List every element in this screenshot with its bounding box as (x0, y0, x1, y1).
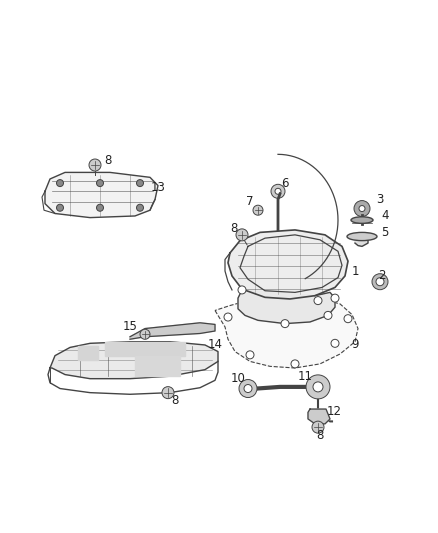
Ellipse shape (351, 217, 373, 223)
Circle shape (89, 159, 101, 171)
Polygon shape (45, 172, 158, 217)
Circle shape (372, 274, 388, 290)
Circle shape (236, 229, 248, 241)
Text: 4: 4 (381, 209, 389, 222)
Text: 5: 5 (381, 226, 389, 239)
Circle shape (359, 206, 365, 212)
Polygon shape (105, 342, 185, 356)
Circle shape (162, 386, 174, 399)
Polygon shape (215, 296, 358, 368)
Circle shape (253, 205, 263, 215)
Polygon shape (308, 409, 330, 424)
Text: 6: 6 (281, 176, 289, 190)
Ellipse shape (347, 232, 377, 240)
Text: 10: 10 (230, 372, 245, 385)
Circle shape (313, 382, 323, 392)
Circle shape (354, 200, 370, 216)
Text: 1: 1 (351, 264, 359, 278)
Circle shape (324, 311, 332, 319)
Circle shape (238, 286, 246, 294)
Polygon shape (228, 230, 348, 299)
Text: 2: 2 (378, 270, 386, 282)
Circle shape (314, 296, 322, 304)
Circle shape (57, 180, 64, 187)
Circle shape (140, 329, 150, 340)
Text: 11: 11 (297, 370, 312, 383)
Polygon shape (238, 290, 335, 324)
Circle shape (224, 313, 232, 321)
Circle shape (137, 180, 144, 187)
Circle shape (239, 379, 257, 398)
Text: 7: 7 (246, 196, 254, 208)
Circle shape (244, 384, 252, 392)
Text: 3: 3 (376, 193, 384, 206)
Text: 8: 8 (316, 429, 324, 442)
Circle shape (306, 375, 330, 399)
Circle shape (344, 314, 352, 322)
Text: 13: 13 (151, 181, 166, 193)
Text: 9: 9 (351, 338, 359, 351)
Circle shape (331, 340, 339, 348)
Text: 14: 14 (208, 338, 223, 351)
Circle shape (57, 204, 64, 211)
Text: 8: 8 (230, 222, 238, 235)
Polygon shape (78, 346, 98, 360)
Circle shape (281, 320, 289, 328)
Polygon shape (130, 323, 215, 339)
Circle shape (271, 184, 285, 198)
Circle shape (96, 204, 103, 211)
Circle shape (291, 360, 299, 368)
Text: 15: 15 (123, 320, 138, 334)
Circle shape (331, 294, 339, 302)
Text: 8: 8 (171, 394, 179, 407)
Circle shape (312, 421, 324, 433)
Text: 8: 8 (104, 154, 112, 167)
Circle shape (137, 204, 144, 211)
Circle shape (246, 351, 254, 359)
Text: 12: 12 (326, 405, 342, 418)
Circle shape (96, 180, 103, 187)
Polygon shape (135, 356, 180, 376)
Circle shape (275, 188, 281, 195)
Polygon shape (50, 342, 218, 378)
Circle shape (376, 278, 384, 286)
Polygon shape (355, 234, 368, 246)
